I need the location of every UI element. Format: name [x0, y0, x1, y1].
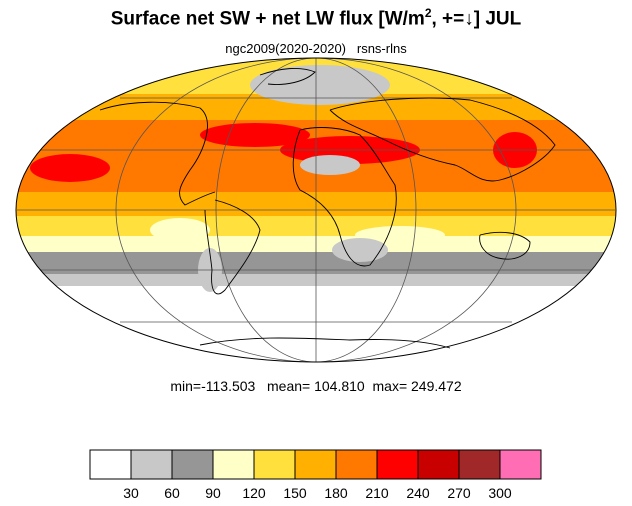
coastlines	[99, 68, 556, 349]
colorbar-tick-label: 270	[447, 485, 471, 501]
colorbar-tick-label: 30	[123, 485, 139, 501]
africa-coast	[292, 127, 397, 267]
title-rest: , +=↓] JUL	[431, 8, 522, 30]
colorbar-tick-label: 90	[205, 485, 221, 501]
colorbar-swatch	[89, 449, 132, 480]
colorbar-tick-label: 60	[164, 485, 180, 501]
subtitle-run: ngc2009(2020-2020)	[225, 41, 347, 56]
colorbar-swatch	[253, 449, 296, 480]
title-exponent: 2	[424, 6, 432, 20]
eurasia-coast	[329, 97, 556, 182]
colorbar-tick-label: 300	[488, 485, 512, 501]
colorbar-swatch	[171, 449, 214, 480]
stat-max: max= 249.472	[372, 378, 462, 394]
patch-south-africa	[332, 238, 388, 262]
globe-outline	[15, 57, 617, 363]
colorbar-tick-label: 120	[242, 485, 266, 501]
stat-mean: mean= 104.810	[267, 378, 365, 394]
subtitle-variable: rsns-rlns	[356, 41, 407, 56]
colorbar-tick-label: 240	[406, 485, 430, 501]
antarctica-coast	[199, 337, 451, 349]
patch-north-pacific	[30, 154, 110, 182]
patch-south-indian	[355, 226, 445, 244]
plot-subtitle: ngc2009(2020-2020) rsns-rlns	[0, 41, 632, 56]
stat-min: min=-113.503	[170, 378, 256, 394]
colorbar-tick-label: 150	[283, 485, 307, 501]
colorbar-swatch	[130, 449, 173, 480]
colorbar-swatch	[417, 449, 460, 480]
patch-north-atlantic	[200, 123, 310, 147]
australia-coast	[479, 231, 531, 260]
colorbar-labels: 30 60 90 120 150 180 210 240 270 300	[123, 485, 512, 501]
patch-sahara	[300, 155, 360, 175]
north-america-coast	[99, 101, 216, 206]
colorbar-swatch	[212, 449, 255, 480]
colorbar-swatch	[458, 449, 501, 480]
colorbar-tick-label: 210	[365, 485, 389, 501]
graticule	[17, 57, 615, 363]
plot-title: Surface net SW + net LW flux [W/m2, +=↓]…	[0, 6, 632, 30]
colorbar-tick-label: 180	[324, 485, 348, 501]
field-statistics: min=-113.503 mean= 104.810 max= 249.472	[0, 378, 632, 394]
south-america-coast	[204, 199, 261, 295]
colorbar-swatch	[376, 449, 419, 480]
greenland-coast	[259, 68, 316, 85]
colorbar-swatch	[294, 449, 337, 480]
patch-arctic-ice	[250, 65, 390, 105]
colorbar-swatch	[335, 449, 378, 480]
colorbar-boxes	[89, 449, 542, 480]
colorbar-swatch	[499, 449, 542, 480]
patch-south-pacific-east	[150, 218, 210, 242]
title-main: Surface net SW + net LW flux [W/m	[110, 8, 425, 30]
